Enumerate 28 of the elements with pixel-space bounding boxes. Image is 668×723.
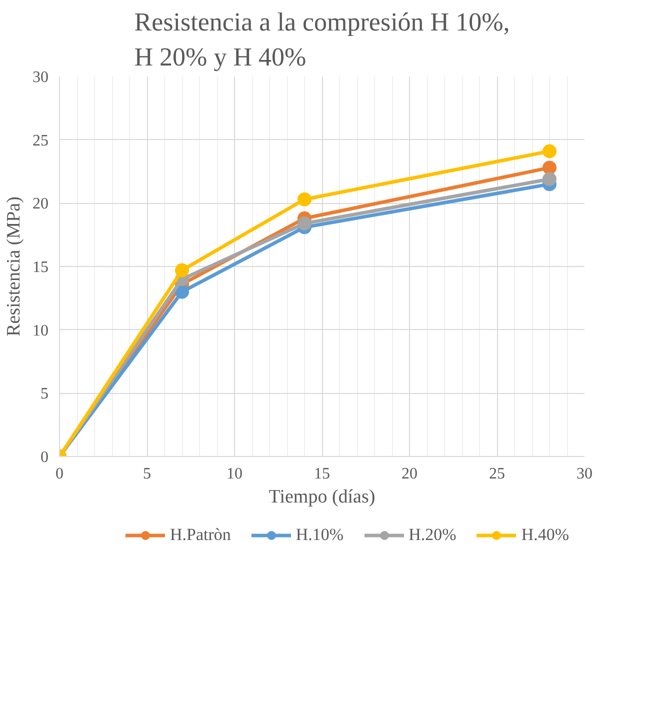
legend-label: H.20%	[408, 525, 456, 545]
point	[542, 160, 556, 175]
x-tick-label: 0	[56, 466, 64, 482]
legend-label: H.10%	[296, 525, 344, 545]
legend-label: H.Patròn	[170, 525, 231, 545]
y-tick-label: 30	[32, 69, 48, 86]
x-axis-title: Tiempo (días)	[268, 486, 376, 508]
x-tick-label: 15	[314, 466, 330, 482]
y-tick-label: 20	[32, 196, 48, 213]
point	[542, 144, 556, 158]
chart-title: Resistencia a la compresión H 10%, H 20% y H 40%	[134, 8, 510, 72]
point	[298, 216, 312, 230]
y-tick-label: 25	[32, 132, 48, 150]
x-tick-label: 10	[226, 466, 242, 482]
y-tick-label: 15	[32, 259, 48, 276]
y-tick-label: 5	[40, 386, 48, 403]
y-tick-label: 0	[40, 449, 48, 466]
legend-label: H.40%	[521, 525, 570, 545]
y-axis-title: Resistencia (MPa)	[4, 196, 24, 336]
point	[542, 172, 556, 186]
point	[298, 192, 312, 206]
x-tick-label: 20	[402, 466, 418, 482]
x-tick-label: 30	[576, 466, 592, 482]
point	[175, 284, 189, 299]
x-tick-label: 25	[489, 466, 505, 482]
y-tick-label: 10	[32, 322, 48, 340]
point	[175, 263, 189, 278]
x-tick-label: 5	[143, 466, 151, 482]
